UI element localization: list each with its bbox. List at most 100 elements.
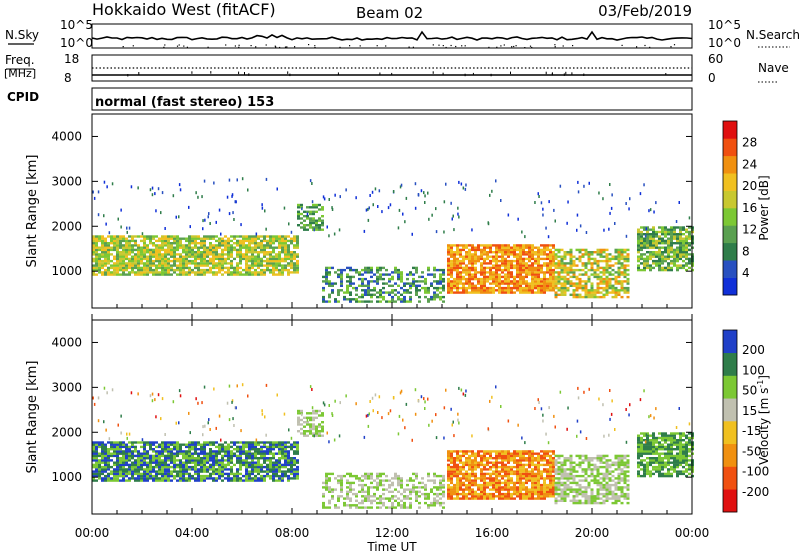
heatmap-cell	[140, 239, 143, 243]
heatmap-cell	[254, 441, 257, 444]
heatmap-cell	[516, 481, 519, 485]
heatmap-cell	[640, 262, 643, 265]
heatmap-cell	[128, 479, 131, 482]
heatmap-cell	[176, 239, 179, 243]
heatmap-cell	[101, 459, 104, 462]
heatmap-cell	[215, 459, 218, 462]
heatmap-cell	[340, 490, 343, 493]
heatmap-cell	[179, 257, 182, 261]
heatmap-cell	[230, 251, 233, 254]
heatmap-cell	[489, 277, 492, 281]
heatmap-cell	[328, 479, 331, 482]
heatmap-cell	[95, 259, 98, 263]
nsearch-point	[554, 44, 556, 46]
heatmap-cell	[358, 284, 361, 287]
heatmap-cell	[528, 282, 531, 285]
heatmap-cell	[254, 237, 257, 240]
heatmap-cell	[119, 268, 122, 272]
heatmap-cell	[242, 235, 245, 238]
heatmap-cell	[447, 472, 450, 476]
heatmap-cell	[239, 235, 242, 238]
heatmap-cell	[468, 277, 471, 281]
heatmap-cell	[230, 468, 233, 471]
heatmap-cell	[325, 477, 328, 480]
heatmap-cell	[649, 233, 652, 236]
heatmap-cell	[284, 242, 287, 245]
heatmap-cell	[480, 280, 483, 283]
heatmap-cell	[414, 182, 417, 186]
heatmap-cell	[293, 266, 296, 270]
heatmap-cell	[182, 268, 185, 272]
heatmap-cell	[287, 461, 290, 464]
freq-point	[583, 73, 585, 76]
heatmap-cell	[200, 461, 203, 464]
heatmap-cell	[349, 266, 352, 270]
heatmap-cell	[236, 450, 239, 453]
heatmap-cell	[191, 259, 194, 263]
heatmap-cell	[92, 465, 95, 469]
nsky-tick-low: 10^0	[60, 36, 93, 50]
heatmap-cell	[394, 495, 397, 498]
heatmap-cell	[284, 441, 287, 444]
heatmap-cell	[528, 472, 531, 476]
heatmap-cell	[382, 295, 385, 299]
heatmap-cell	[553, 208, 555, 212]
heatmap-cell	[614, 286, 618, 290]
heatmap-cell	[334, 300, 337, 303]
heatmap-cell	[263, 271, 266, 274]
heatmap-cell	[554, 291, 558, 294]
heatmap-cell	[179, 470, 182, 473]
heatmap-cell	[269, 465, 272, 469]
heatmap-cell	[667, 230, 670, 234]
heatmap-cell	[95, 262, 98, 265]
heatmap-cell	[227, 472, 230, 476]
heatmap-cell	[462, 282, 465, 285]
heatmap-cell	[312, 206, 315, 209]
heatmap-cell	[290, 259, 293, 263]
heatmap-cell	[495, 452, 498, 455]
heatmap-cell	[552, 262, 555, 265]
heatmap-cell	[134, 448, 137, 451]
heatmap-cell	[110, 472, 113, 476]
heatmap-cell	[480, 244, 483, 247]
heatmap-cell	[197, 454, 200, 458]
heatmap-cell	[670, 237, 673, 240]
heatmap-cell	[104, 257, 107, 261]
heatmap-cell	[188, 468, 191, 471]
heatmap-cell	[128, 472, 131, 476]
heatmap-cell	[507, 486, 510, 489]
heatmap-cell	[534, 253, 537, 256]
heatmap-cell	[230, 461, 233, 464]
heatmap-cell	[412, 284, 415, 287]
heatmap-cell	[197, 248, 200, 252]
heatmap-cell	[149, 237, 152, 240]
nsearch-point	[284, 46, 287, 48]
heatmap-cell	[427, 492, 430, 496]
heatmap-cell	[215, 257, 218, 261]
heatmap-cell	[415, 492, 418, 496]
heatmap-cell	[498, 497, 501, 500]
heatmap-cell	[297, 430, 300, 433]
heatmap-cell	[599, 271, 603, 274]
heatmap-cell	[173, 441, 176, 444]
heatmap-cell	[486, 289, 489, 292]
heatmap-cell	[587, 295, 591, 299]
heatmap-cell	[546, 255, 549, 258]
heatmap-cell	[436, 486, 439, 489]
heatmap-cell	[191, 477, 194, 480]
heatmap-cell	[318, 434, 321, 437]
heatmap-cell	[540, 277, 543, 281]
heatmap-cell	[158, 246, 161, 249]
heatmap-cell	[281, 479, 284, 482]
heatmap-cell	[95, 251, 98, 254]
heatmap-cell	[542, 207, 544, 211]
heatmap-cell	[646, 237, 649, 240]
heatmap-cell	[194, 443, 197, 446]
heatmap-cell	[101, 262, 104, 265]
heatmap-cell	[170, 450, 173, 453]
heatmap-cell	[352, 298, 355, 301]
heatmap-cell	[560, 293, 564, 296]
heatmap-cell	[590, 284, 594, 287]
heatmap-cell	[227, 461, 230, 464]
heatmap-cell	[248, 454, 251, 458]
